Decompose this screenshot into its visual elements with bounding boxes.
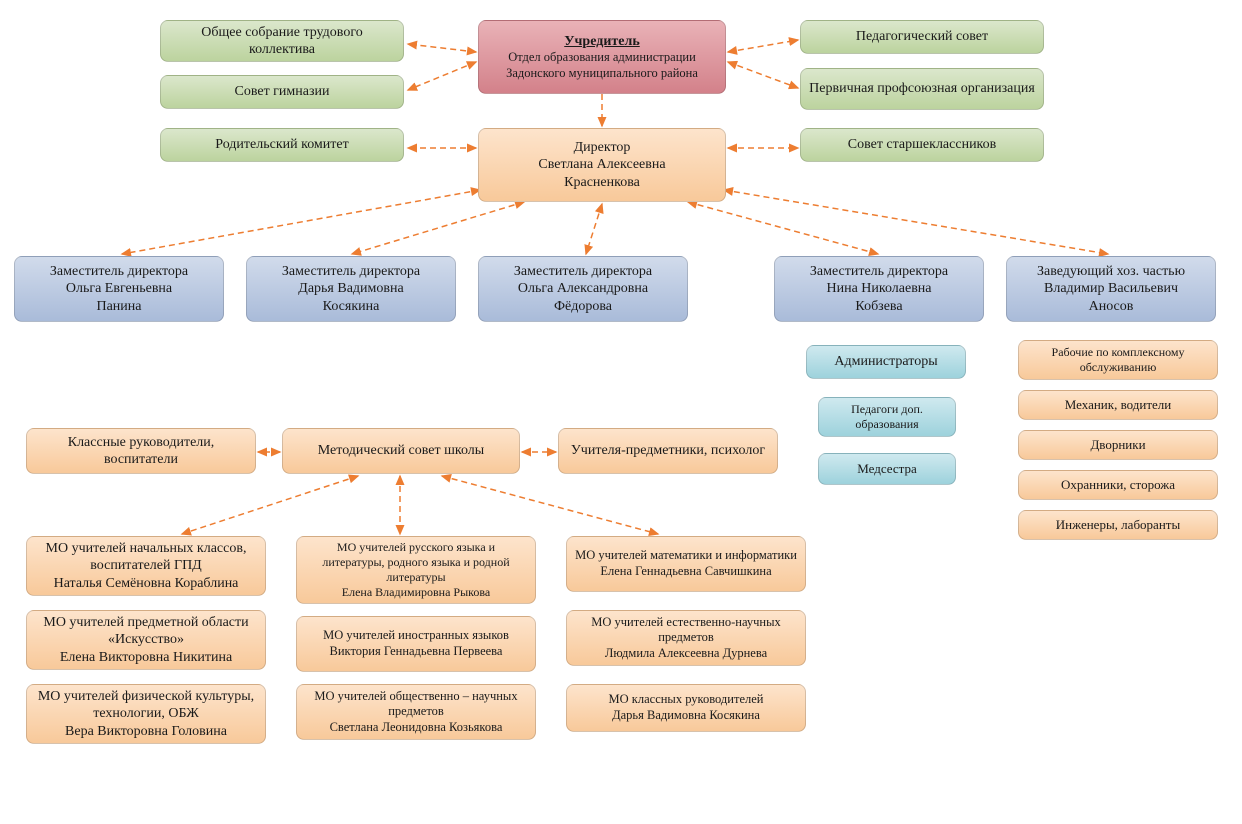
mo-2-l1: МО учителей предметной области «Искусств…: [35, 614, 257, 649]
mo-9: МО классных руководителей Дарья Вадимовн…: [566, 684, 806, 732]
deputy-2-l3: Косякина: [323, 298, 380, 316]
deputy-4-l3: Кобзева: [855, 298, 902, 316]
staff-3: Дворники: [1018, 430, 1218, 460]
staff-3-text: Дворники: [1090, 437, 1145, 453]
deputy-1-l3: Панина: [96, 298, 141, 316]
staff-4-text: Охранники, сторожа: [1061, 477, 1175, 493]
mo-1-l2: Наталья Семёновна Кораблина: [54, 575, 239, 593]
mo-4: МО учителей русского языка и литературы,…: [296, 536, 536, 604]
mo-3-l2: Вера Викторовна Головина: [65, 723, 227, 741]
right-green-1-text: Педагогический совет: [856, 28, 988, 46]
mo-6-l2: Светлана Леонидовна Козьякова: [330, 720, 503, 736]
deputy-1: Заместитель директора Ольга Евгеньевна П…: [14, 256, 224, 322]
mo-9-l1: МО классных руководителей: [609, 692, 764, 708]
teal-admins: Администраторы: [806, 345, 966, 379]
mo-8-l1: МО учителей естественно-научных предмето…: [575, 615, 797, 646]
founder-node: Учредитель Отдел образования администрац…: [478, 20, 726, 94]
deputy-1-l1: Заместитель директора: [50, 263, 188, 281]
mo-4-l2: Елена Владимировна Рыкова: [342, 585, 490, 600]
deputy-3-l3: Фёдорова: [554, 298, 612, 316]
director-l1: Директор: [574, 139, 631, 157]
staff-1: Рабочие по комплексному обслуживанию: [1018, 340, 1218, 380]
teal-pedagogi-text: Педагоги доп. образования: [827, 402, 947, 432]
deputy-4: Заместитель директора Нина Николаевна Ко…: [774, 256, 984, 322]
deputy-2: Заместитель директора Дарья Вадимовна Ко…: [246, 256, 456, 322]
staff-2-text: Механик, водители: [1065, 397, 1171, 413]
mo-8: МО учителей естественно-научных предмето…: [566, 610, 806, 666]
staff-1-text: Рабочие по комплексному обслуживанию: [1027, 345, 1209, 375]
deputy-5: Заведующий хоз. частью Владимир Васильев…: [1006, 256, 1216, 322]
deputy-2-l1: Заместитель директора: [282, 263, 420, 281]
teal-nurse-text: Медсестра: [857, 461, 917, 477]
mo-6: МО учителей общественно – научных предме…: [296, 684, 536, 740]
right-green-1: Педагогический совет: [800, 20, 1044, 54]
deputy-3-l1: Заместитель директора: [514, 263, 652, 281]
mo-2-l2: Елена Викторовна Никитина: [60, 649, 232, 667]
teal-nurse: Медсестра: [818, 453, 956, 485]
right-green-2: Первичная профсоюзная организация: [800, 68, 1044, 110]
staff-2: Механик, водители: [1018, 390, 1218, 420]
deputy-4-l2: Нина Николаевна: [826, 280, 931, 298]
mo-4-l1: МО учителей русского языка и литературы,…: [305, 540, 527, 585]
right-green-3-text: Совет старшеклассников: [848, 136, 997, 154]
mo-8-l2: Людмила Алексеевна Дурнева: [605, 646, 767, 662]
staff-4: Охранники, сторожа: [1018, 470, 1218, 500]
teal-admins-text: Администраторы: [834, 353, 937, 371]
director-node: Директор Светлана Алексеевна Красненкова: [478, 128, 726, 202]
deputy-5-l3: Аносов: [1089, 298, 1134, 316]
mo-7: МО учителей математики и информатики Еле…: [566, 536, 806, 592]
deputy-4-l1: Заместитель директора: [810, 263, 948, 281]
mo-3-l1: МО учителей физической культуры, техноло…: [35, 688, 257, 723]
right-green-3: Совет старшеклассников: [800, 128, 1044, 162]
left-green-2-text: Совет гимназии: [234, 83, 329, 101]
mo-1-l1: МО учителей начальных классов, воспитате…: [35, 540, 257, 575]
row3-b: Методический совет школы: [282, 428, 520, 474]
left-green-1-text: Общее собрание трудового коллектива: [169, 24, 395, 59]
deputy-3-l2: Ольга Александровна: [518, 280, 648, 298]
mo-5-l1: МО учителей иностранных языков: [323, 628, 509, 644]
left-green-2: Совет гимназии: [160, 75, 404, 109]
mo-5-l2: Виктория Геннадьевна Первеева: [330, 644, 503, 660]
deputy-1-l2: Ольга Евгеньевна: [66, 280, 172, 298]
right-green-2-text: Первичная профсоюзная организация: [809, 80, 1035, 98]
director-l3: Красненкова: [564, 174, 640, 192]
mo-7-l1: МО учителей математики и информатики: [575, 548, 797, 564]
left-green-3-text: Родительский комитет: [215, 136, 348, 154]
left-green-1: Общее собрание трудового коллектива: [160, 20, 404, 62]
deputy-2-l2: Дарья Вадимовна: [298, 280, 403, 298]
deputy-5-l1: Заведующий хоз. частью: [1037, 263, 1185, 281]
row3-a: Классные руководители, воспитатели: [26, 428, 256, 474]
row3-c: Учителя-предметники, психолог: [558, 428, 778, 474]
founder-title: Учредитель: [564, 33, 639, 51]
mo-9-l2: Дарья Вадимовна Косякина: [612, 708, 760, 724]
mo-7-l2: Елена Геннадьевна Савчишкина: [600, 564, 771, 580]
teal-pedagogi: Педагоги доп. образования: [818, 397, 956, 437]
mo-6-l1: МО учителей общественно – научных предме…: [305, 689, 527, 720]
row3-b-text: Методический совет школы: [318, 442, 484, 460]
deputy-3: Заместитель директора Ольга Александровн…: [478, 256, 688, 322]
row3-c-text: Учителя-предметники, психолог: [571, 442, 765, 460]
staff-5: Инженеры, лаборанты: [1018, 510, 1218, 540]
left-green-3: Родительский комитет: [160, 128, 404, 162]
mo-5: МО учителей иностранных языков Виктория …: [296, 616, 536, 672]
director-l2: Светлана Алексеевна: [538, 156, 665, 174]
founder-sub: Отдел образования администрации Задонско…: [487, 50, 717, 81]
staff-5-text: Инженеры, лаборанты: [1056, 517, 1180, 533]
mo-2: МО учителей предметной области «Искусств…: [26, 610, 266, 670]
mo-3: МО учителей физической культуры, техноло…: [26, 684, 266, 744]
deputy-5-l2: Владимир Васильевич: [1044, 280, 1178, 298]
row3-a-text: Классные руководители, воспитатели: [35, 434, 247, 469]
mo-1: МО учителей начальных классов, воспитате…: [26, 536, 266, 596]
